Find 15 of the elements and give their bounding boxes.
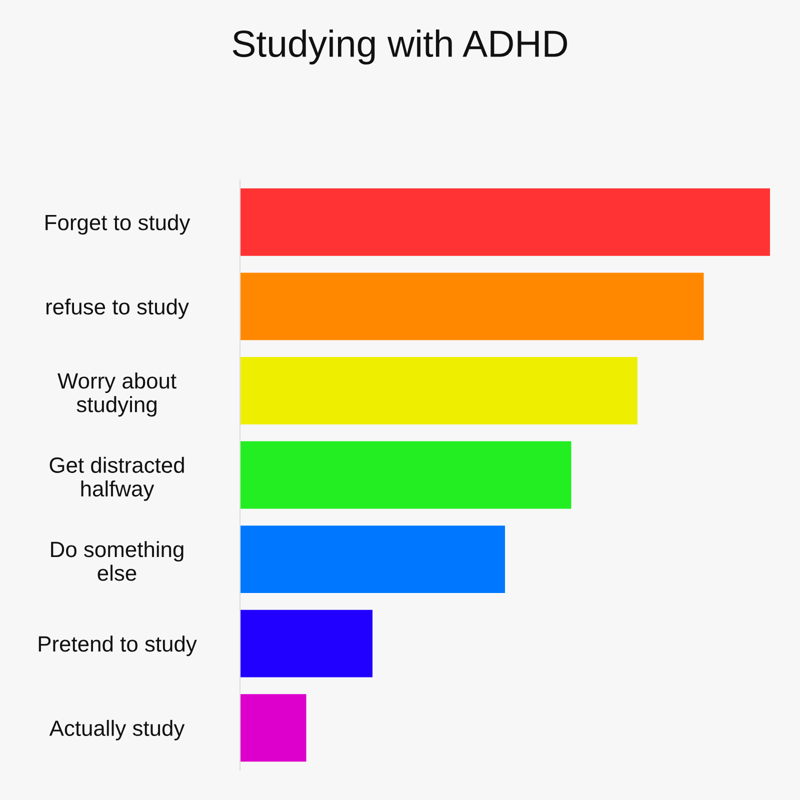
y-tick-label: Get distracted halfway: [50, 456, 184, 501]
y-tick-label: Do something else: [51, 541, 184, 581]
bar: [240, 610, 372, 678]
bar: [240, 526, 505, 593]
y-tick-label: Pretend to study: [38, 636, 197, 656]
y-tick-label: Forget to study: [46, 214, 190, 235]
bar: [240, 441, 572, 509]
chart-title: Studying with ADHD: [232, 30, 568, 64]
y-tick-label: refuse to study: [46, 298, 189, 319]
y-tick-label: Actually study: [49, 720, 185, 740]
bar: [240, 188, 770, 256]
bar: [240, 272, 704, 340]
y-tick-label: Worry about studying: [58, 372, 176, 417]
bar: [240, 694, 306, 762]
bar: [240, 357, 638, 424]
